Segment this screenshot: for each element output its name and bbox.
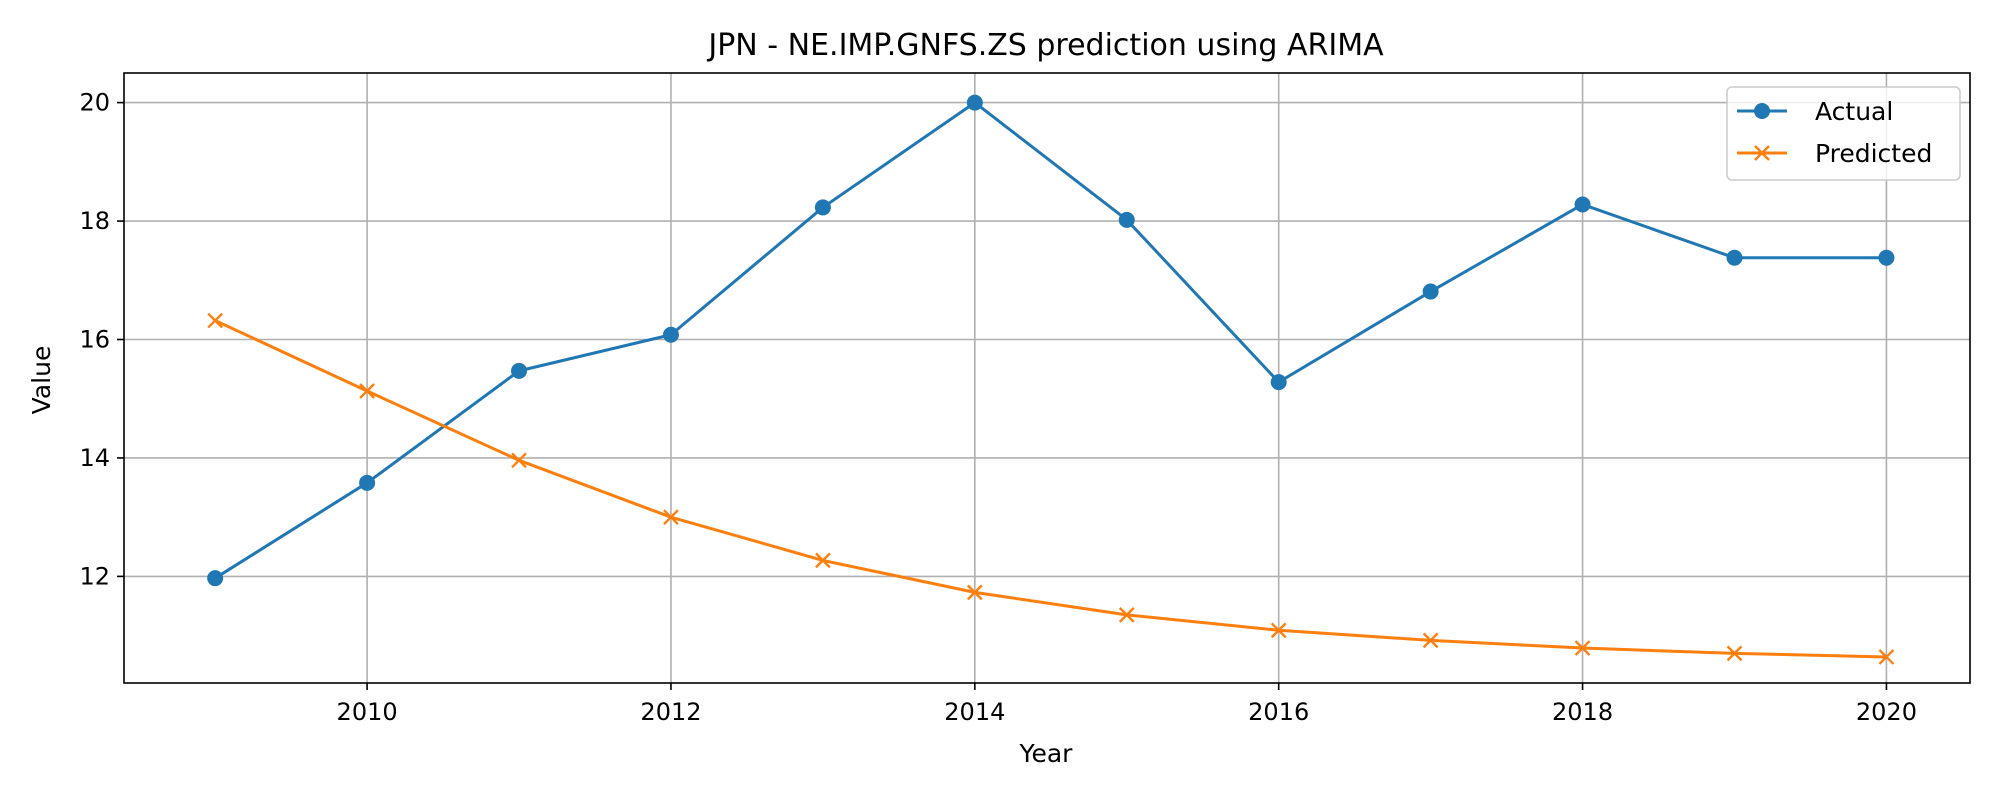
- marker-stroke: [1118, 607, 1135, 623]
- marker-stroke: [511, 452, 527, 469]
- data-point-actual: [1422, 283, 1439, 300]
- legend-item-predicted: Predicted: [1737, 139, 1932, 168]
- data-point-predicted: [511, 452, 527, 469]
- data-point-predicted: [1422, 632, 1439, 649]
- data-point-actual: [1270, 374, 1287, 391]
- legend-label-predicted: Predicted: [1815, 139, 1932, 168]
- y-tick-label: 14: [79, 444, 110, 472]
- data-point-actual: [1574, 196, 1591, 213]
- y-axis: 12 14 16 18 20: [79, 89, 124, 590]
- y-tick-label: 18: [79, 207, 110, 235]
- marker-stroke: [815, 552, 831, 569]
- legend-item-actual: Actual: [1737, 97, 1893, 126]
- data-point-predicted: [663, 509, 679, 526]
- x-tick-label: 2012: [640, 698, 701, 726]
- series-line-predicted: [214, 319, 1887, 659]
- legend-marker: [1754, 103, 1770, 119]
- y-tick-label: 16: [79, 326, 110, 354]
- y-tick-label: 12: [79, 562, 110, 590]
- legend: Actual Predicted: [1726, 86, 1961, 181]
- data-point-actual: [1878, 249, 1895, 266]
- data-point-actual: [662, 326, 679, 343]
- data-point-actual: [359, 474, 376, 491]
- series-line-actual: [214, 101, 1887, 580]
- data-point-actual: [966, 94, 983, 111]
- data-point-actual: [511, 362, 528, 379]
- data-point-predicted: [1118, 607, 1135, 623]
- marker-stroke: [207, 312, 224, 329]
- marker-stroke: [1878, 649, 1895, 665]
- x-tick-label: 2010: [337, 698, 398, 726]
- data-point-actual: [1118, 211, 1135, 228]
- data-point-predicted: [359, 383, 375, 399]
- data-point-predicted: [1574, 640, 1591, 656]
- x-axis: 2010 2012 2014 2016 2018 2020: [337, 683, 1917, 726]
- x-tick-label: 2016: [1248, 698, 1309, 726]
- plot-frame: [123, 72, 1971, 684]
- data-point-actual: [1726, 249, 1743, 266]
- y-tick-label: 20: [79, 89, 110, 117]
- marker-stroke: [1574, 640, 1591, 656]
- marker-stroke: [1422, 632, 1439, 649]
- marker-stroke: [1726, 645, 1743, 662]
- grid: [124, 73, 1970, 683]
- x-tick-label: 2014: [944, 698, 1005, 726]
- data-point-predicted: [1726, 645, 1743, 662]
- legend-marker: [1754, 145, 1770, 161]
- data-point-actual: [814, 199, 831, 216]
- series-layer: [207, 94, 1895, 665]
- y-axis-label: Value: [27, 346, 56, 415]
- chart-title: JPN - NE.IMP.GNFS.ZS prediction using AR…: [706, 28, 1384, 63]
- legend-label-actual: Actual: [1815, 97, 1893, 126]
- data-point-actual: [207, 570, 224, 587]
- marker-stroke: [359, 383, 375, 399]
- marker-stroke: [663, 509, 679, 526]
- data-point-predicted: [1270, 622, 1287, 639]
- data-point-predicted: [1878, 649, 1895, 665]
- data-point-predicted: [966, 584, 983, 601]
- x-tick-label: 2020: [1856, 698, 1917, 726]
- marker-stroke: [966, 584, 983, 601]
- x-axis-label: Year: [1019, 739, 1074, 768]
- marker-stroke: [1270, 622, 1287, 639]
- data-point-predicted: [815, 552, 831, 569]
- x-tick-label: 2018: [1552, 698, 1613, 726]
- data-point-predicted: [207, 312, 224, 329]
